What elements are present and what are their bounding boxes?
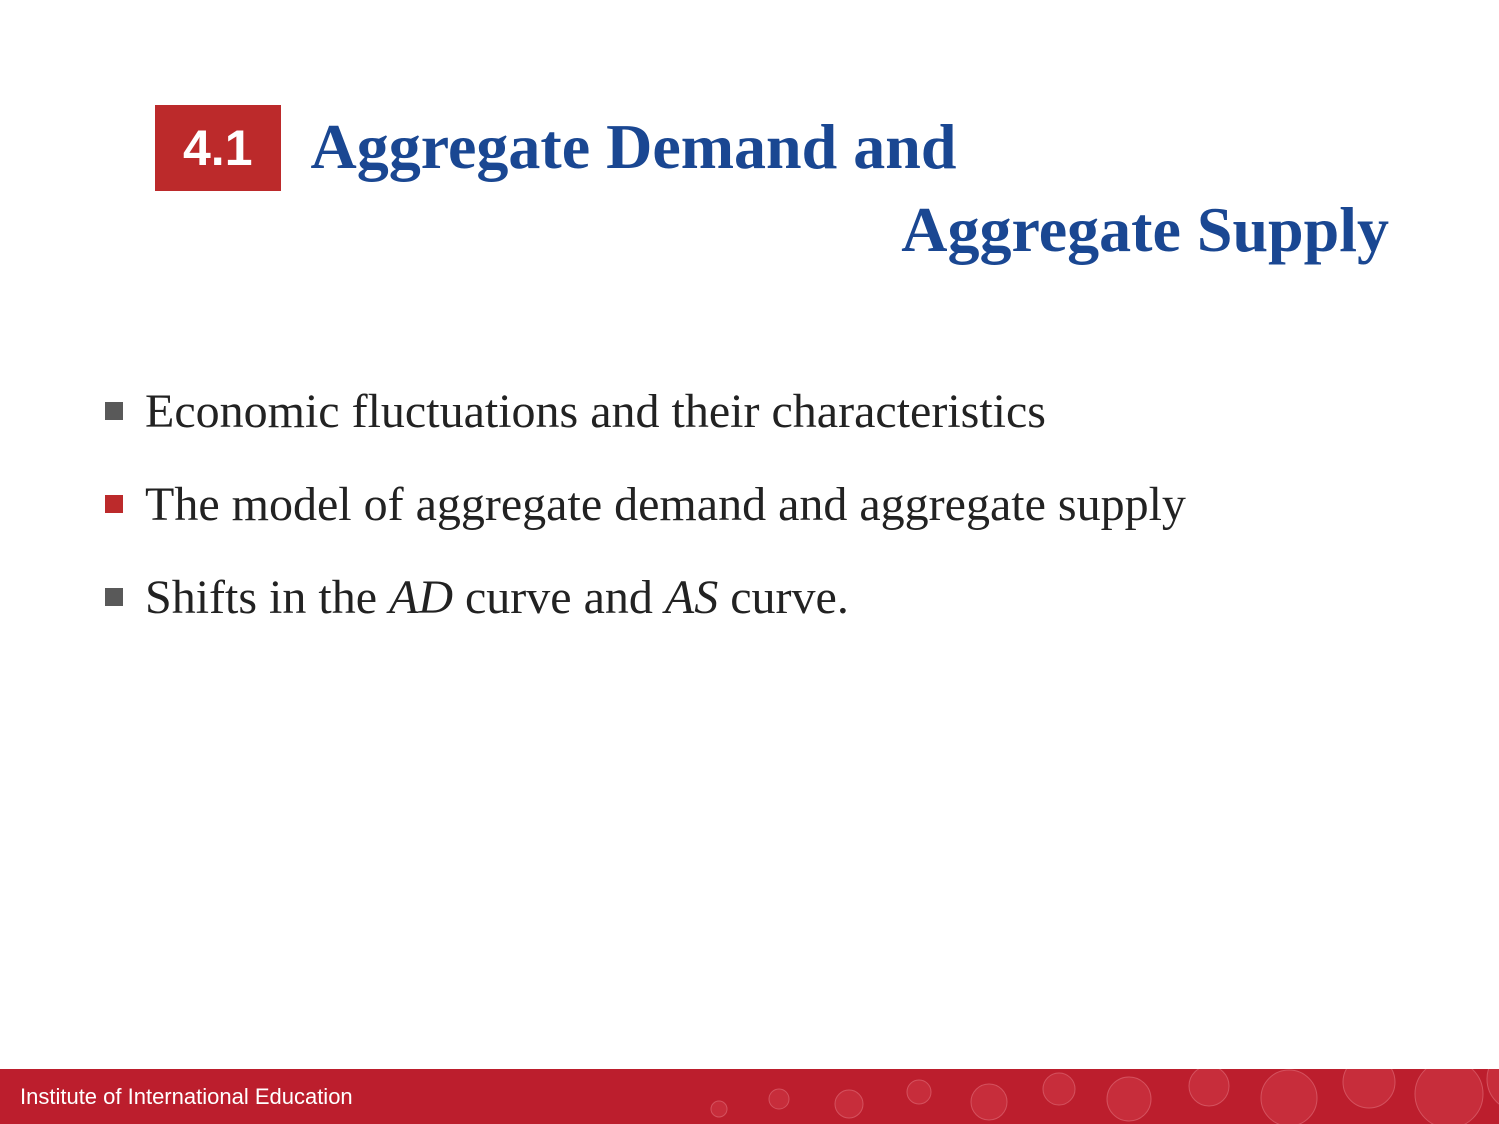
header-section: 4.1 Aggregate Demand and Aggregate Suppl… <box>155 105 1419 271</box>
bullet-text: The model of aggregate demand and aggreg… <box>145 473 1186 538</box>
bullet-text: Economic fluctuations and their characte… <box>145 380 1046 445</box>
bullet-text-part: curve. <box>718 571 849 624</box>
footer-decoration-icon <box>599 1069 1499 1124</box>
bullet-item: The model of aggregate demand and aggreg… <box>105 473 1419 538</box>
title-line-2: Aggregate Supply <box>311 188 1419 271</box>
section-number-badge: 4.1 <box>155 105 281 191</box>
square-bullet-icon <box>105 402 123 420</box>
bullet-text-part: Shifts in the <box>145 571 389 624</box>
bullet-text: Shifts in the AD curve and AS curve. <box>145 566 849 631</box>
title-block: Aggregate Demand and Aggregate Supply <box>311 105 1419 271</box>
bullet-item: Economic fluctuations and their characte… <box>105 380 1419 445</box>
bullet-text-italic: AD <box>389 571 453 624</box>
slide: 4.1 Aggregate Demand and Aggregate Suppl… <box>0 0 1499 1124</box>
title-line-1: Aggregate Demand and <box>311 105 1419 188</box>
footer-bar: Institute of International Education <box>0 1069 1499 1124</box>
bullet-text-italic: AS <box>665 571 718 624</box>
bullet-list: Economic fluctuations and their characte… <box>105 380 1419 658</box>
square-bullet-icon <box>105 588 123 606</box>
square-bullet-icon <box>105 495 123 513</box>
bullet-text-part: curve and <box>453 571 665 624</box>
footer-text: Institute of International Education <box>20 1084 353 1110</box>
bullet-item: Shifts in the AD curve and AS curve. <box>105 566 1419 631</box>
